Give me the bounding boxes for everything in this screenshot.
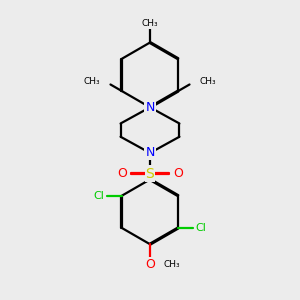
Text: Cl: Cl [196, 223, 206, 233]
Text: O: O [173, 167, 183, 180]
Text: Cl: Cl [94, 190, 104, 201]
Text: O: O [117, 167, 127, 180]
Text: CH₃: CH₃ [83, 77, 100, 86]
Text: S: S [146, 167, 154, 181]
Text: N: N [145, 101, 155, 114]
Text: N: N [145, 146, 155, 159]
Text: CH₃: CH₃ [200, 77, 217, 86]
Text: O: O [145, 258, 155, 271]
Text: CH₃: CH₃ [163, 260, 180, 269]
Text: CH₃: CH₃ [142, 20, 158, 28]
